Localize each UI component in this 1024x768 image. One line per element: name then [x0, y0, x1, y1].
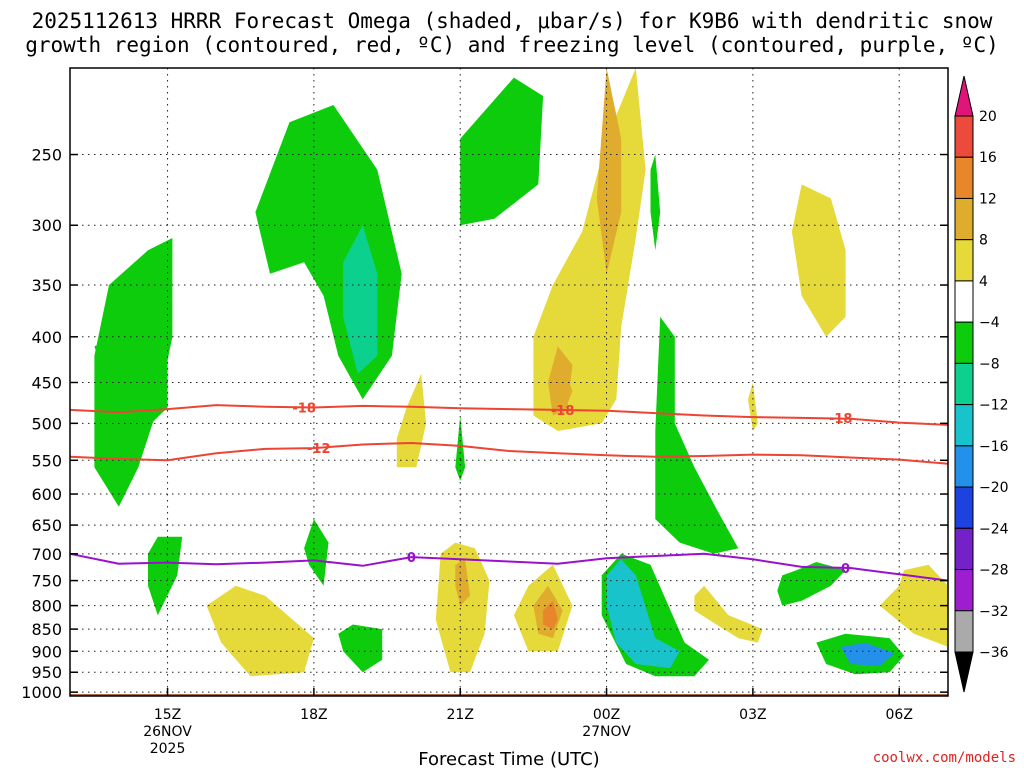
omega-region-neg-2	[343, 225, 378, 374]
omega-region-neg-9	[655, 316, 739, 554]
colorbar-label-5: −4	[979, 315, 1000, 331]
y-tick-label-300: 300	[31, 216, 62, 235]
y-tick-label-600: 600	[31, 485, 62, 504]
colorbar-label-1: 16	[979, 150, 997, 166]
chart-title-line1: 2025112613 HRRR Forecast Omega (shaded, …	[32, 9, 993, 33]
omega-region-pos-25	[543, 600, 558, 630]
omega-region-neg-12	[606, 559, 680, 669]
omega-region-neg-7	[304, 519, 329, 586]
y-tick-label-800: 800	[31, 597, 62, 616]
ground-strip	[70, 694, 948, 696]
contour-label--18C-2: -18	[829, 412, 853, 427]
colorbar-segment-4	[954, 280, 974, 323]
colorbar-label-11: −28	[979, 563, 1009, 579]
y-tick-label-700: 700	[31, 545, 62, 564]
y-tick-label-900: 900	[31, 642, 62, 661]
colorbar-bottom-arrow	[954, 651, 974, 693]
colorbar-label-3: 8	[979, 233, 988, 249]
omega-region-pos-28	[879, 564, 948, 647]
omega-region-pos-29	[748, 382, 758, 431]
colorbar-label-9: −20	[979, 480, 1009, 496]
omega-region-neg-4	[94, 322, 168, 446]
contour--12C	[69, 441, 949, 465]
colorbar-label-4: 4	[979, 274, 988, 290]
y-tick-label-450: 450	[31, 373, 62, 392]
contour-label--12C-0: -12	[307, 442, 331, 457]
colorbar-segment-1	[954, 156, 974, 199]
colorbar-segment-12	[954, 610, 974, 653]
omega-region-neg-8	[338, 624, 383, 673]
colorbar-label-8: −16	[979, 439, 1009, 455]
colorbar-label-7: −12	[979, 398, 1009, 414]
y-tick-label-550: 550	[31, 451, 62, 470]
contour-label--18C-0: -18	[292, 402, 316, 417]
contour-label--18C-1: -18	[551, 404, 575, 419]
contour-label-0C-0: 0	[407, 551, 416, 566]
colorbar-segment-7	[954, 404, 974, 447]
omega-region-neg-10	[650, 154, 661, 251]
gridlines	[70, 68, 948, 696]
x-axis-title: Forecast Time (UTC)	[418, 749, 599, 768]
omega-region-pos-17	[596, 68, 622, 274]
x-tick-date-15Z: 26NOV	[143, 724, 192, 740]
omega-region-pos-30	[552, 364, 573, 416]
plot-area	[70, 68, 948, 696]
credit-text: coolwx.com/models	[873, 750, 1016, 766]
colorbar-label-0: 20	[979, 109, 997, 125]
y-tick-label-850: 850	[31, 620, 62, 639]
omega-region-neg-5	[455, 415, 466, 481]
omega-region-pos-19	[791, 184, 846, 337]
y-axis: 250 300 350 400 450 500 550 600 650 700 750 800 850 9…	[21, 146, 948, 702]
y-tick-label-350: 350	[31, 276, 62, 295]
x-tick-year-15Z: 2025	[150, 741, 186, 757]
x-tick-label-18Z: 18Z	[300, 707, 327, 723]
omega-region-pos-20	[396, 373, 427, 468]
colorbar-top-arrow	[954, 75, 974, 117]
y-tick-label-500: 500	[31, 414, 62, 433]
y-tick-label-1000: 1000	[21, 683, 62, 702]
x-tick-date-00Z: 27NOV	[582, 724, 631, 740]
omega-region-neg-1	[255, 105, 402, 400]
colorbar-label-10: −24	[979, 521, 1009, 537]
omega-region-pos-26	[206, 585, 314, 677]
x-tick-label-21Z: 21Z	[447, 707, 474, 723]
y-tick-label-250: 250	[31, 146, 62, 165]
contour-0C	[69, 552, 949, 582]
x-tick-label-03Z: 03Z	[739, 707, 766, 723]
y-tick-label-400: 400	[31, 328, 62, 347]
colorbar: 20 16 12 8 4 −4 −8 −12 −16 −20 −24 −28 −32 −36	[954, 75, 1009, 693]
contour--18C	[69, 404, 949, 426]
colorbar-label-6: −8	[979, 356, 1000, 372]
contour-label-0C-1: 0	[841, 562, 850, 577]
colorbar-segment-3	[954, 239, 974, 282]
omega-region-pos-22	[455, 559, 470, 606]
omega-region-neg-6	[148, 536, 183, 616]
colorbar-label-13: −36	[979, 645, 1009, 661]
y-tick-label-950: 950	[31, 663, 62, 682]
colorbar-label-12: −32	[979, 604, 1009, 620]
x-tick-label-06Z: 06Z	[886, 707, 913, 723]
chart-title-line2: growth region (contoured, red, ºC) and f…	[25, 33, 999, 57]
x-tick-label-15Z: 15Z	[154, 707, 181, 723]
omega-region-neg-13	[777, 562, 846, 606]
omega-region-neg-15	[840, 642, 895, 667]
colorbar-segment-9	[954, 486, 974, 529]
colorbar-segment-2	[954, 197, 974, 241]
y-tick-label-650: 650	[31, 516, 62, 535]
omega-region-pos-21	[435, 542, 490, 673]
colorbar-segment-10	[954, 527, 974, 571]
colorbar-segment-5	[954, 321, 974, 364]
omega-region-neg-3	[460, 77, 544, 226]
y-tick-label-750: 750	[31, 572, 62, 591]
temperature-contours: -18 -18 -18 -12 0 0	[69, 402, 949, 582]
colorbar-segment-8	[954, 445, 974, 488]
omega-region-pos-27	[694, 585, 763, 643]
colorbar-segment-0	[954, 115, 974, 158]
colorbar-label-2: 12	[979, 191, 997, 207]
colorbar-segment-11	[954, 569, 974, 612]
colorbar-segment-6	[954, 362, 974, 406]
x-tick-label-00Z: 00Z	[593, 707, 620, 723]
